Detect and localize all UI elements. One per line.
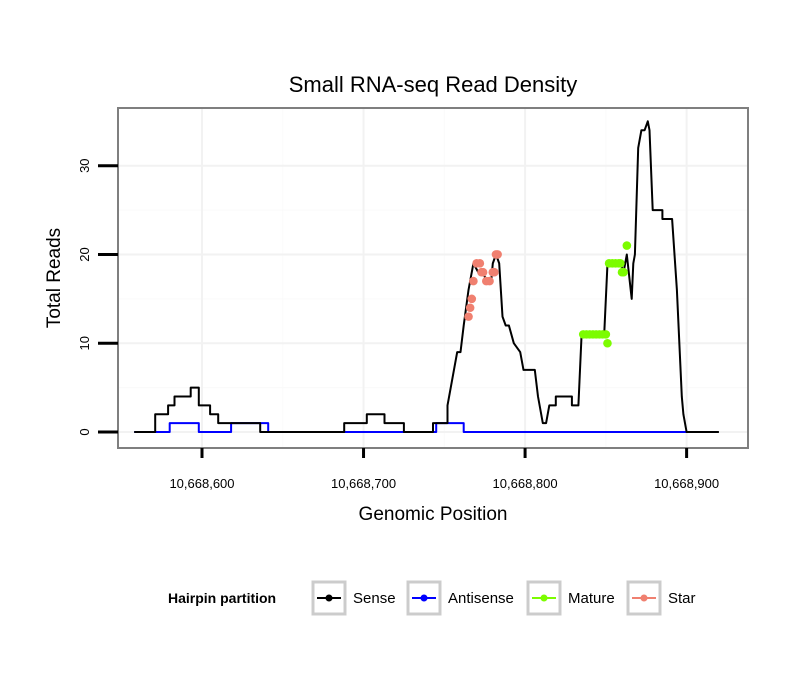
x-axis-title: Genomic Position <box>359 504 508 525</box>
data-point-star <box>493 250 502 259</box>
x-axis: 10,668,600 10,668,700 10,668,800 10,668,900 <box>169 448 719 491</box>
legend-label-star: Star <box>668 590 696 607</box>
data-point-star <box>478 267 488 277</box>
x-tick-label: 10,668,800 <box>493 476 558 491</box>
y-tick-label: 10 <box>77 336 92 350</box>
y-axis: 0 10 20 30 <box>77 158 118 436</box>
data-point-mature <box>601 330 611 339</box>
data-point-star <box>485 276 494 286</box>
data-point-star <box>469 276 478 286</box>
legend-item-sense: Sense <box>311 580 396 616</box>
series-line-sense <box>134 120 719 433</box>
data-point-mature <box>603 338 612 348</box>
x-tick-label: 10,668,700 <box>331 476 396 491</box>
x-tick-label: 10,668,900 <box>654 476 719 491</box>
legend-key-point-antisense <box>420 594 428 602</box>
data-point-star <box>464 312 473 321</box>
legend-label-sense: Sense <box>353 590 396 607</box>
data-point-star <box>490 267 499 277</box>
panel-border <box>117 107 749 449</box>
legend-label-mature: Mature <box>568 590 615 607</box>
legend-title: Hairpin partition <box>168 590 276 606</box>
legend-item-star: Star <box>626 580 696 616</box>
y-tick-label: 20 <box>77 247 92 261</box>
legend-item-antisense: Antisense <box>406 580 514 616</box>
data-point-star <box>465 303 475 313</box>
x-tick-label: 10,668,600 <box>169 476 234 491</box>
y-tick-label: 30 <box>77 158 92 172</box>
series-layer <box>134 120 719 433</box>
chart-title: Small RNA-seq Read Density <box>289 72 578 97</box>
plot-panel <box>117 107 749 449</box>
data-point-mature <box>616 259 625 268</box>
data-point-star <box>475 259 485 268</box>
y-tick-label: 0 <box>77 428 92 435</box>
legend: Hairpin partition Sense Antisense Mature… <box>168 580 696 616</box>
legend-key-point-sense <box>325 594 333 602</box>
legend-label-antisense: Antisense <box>448 590 514 607</box>
data-point-mature <box>619 267 628 277</box>
y-axis-title: Total Reads <box>44 228 65 328</box>
legend-key-point-mature <box>540 594 548 602</box>
data-point-star <box>467 294 477 304</box>
legend-item-mature: Mature <box>526 580 615 616</box>
data-point-mature <box>622 241 632 250</box>
legend-key-point-star <box>640 594 648 602</box>
